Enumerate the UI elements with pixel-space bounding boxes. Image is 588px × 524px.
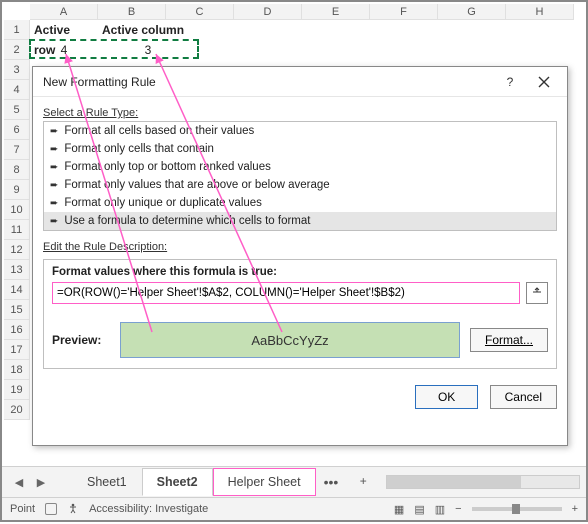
- column-header-f[interactable]: F: [370, 4, 438, 20]
- row-header-4[interactable]: 4: [4, 80, 30, 100]
- sheet-tab-bar: ◀ ▶ Sheet1 Sheet2 Helper Sheet ••• +: [2, 466, 586, 498]
- accessibility-icon: [67, 502, 79, 517]
- rule-type-item[interactable]: ➨ Use a formula to determine which cells …: [44, 212, 556, 230]
- preview-sample-box: AaBbCcYyZz: [120, 322, 460, 358]
- horizontal-scrollbar[interactable]: [386, 475, 580, 489]
- select-rule-type-label: Select a Rule Type:: [43, 107, 557, 119]
- rule-type-item[interactable]: ➨ Format only unique or duplicate values: [44, 194, 556, 212]
- rule-type-item[interactable]: ➨ Format all cells based on their values: [44, 122, 556, 140]
- tab-helper-sheet[interactable]: Helper Sheet: [213, 468, 316, 496]
- status-record-icon[interactable]: [45, 503, 57, 515]
- row-header-14[interactable]: 14: [4, 280, 30, 300]
- rule-arrow-icon: ➨: [50, 198, 58, 209]
- cell-a1[interactable]: Active row: [30, 20, 98, 40]
- rule-arrow-icon: ➨: [50, 180, 58, 191]
- rule-arrow-icon: ➨: [50, 126, 58, 137]
- preview-label: Preview:: [52, 333, 110, 347]
- help-button[interactable]: ?: [493, 70, 527, 94]
- column-header-e[interactable]: E: [302, 4, 370, 20]
- dialog-buttons: OK Cancel: [33, 377, 567, 417]
- view-pagebreak-icon[interactable]: ▥: [435, 503, 445, 516]
- zoom-slider[interactable]: [472, 507, 562, 511]
- row-header-16[interactable]: 16: [4, 320, 30, 340]
- rule-type-label: Use a formula to determine which cells t…: [64, 215, 310, 227]
- column-header-b[interactable]: B: [98, 4, 166, 20]
- row-header-20[interactable]: 20: [4, 400, 30, 420]
- dialog-titlebar: New Formatting Rule ?: [33, 67, 567, 97]
- rule-type-label: Format all cells based on their values: [64, 125, 254, 137]
- cell-b1[interactable]: Active column: [98, 20, 198, 40]
- status-accessibility[interactable]: Accessibility: Investigate: [89, 503, 208, 515]
- status-mode: Point: [10, 503, 35, 515]
- row-header-13[interactable]: 13: [4, 260, 30, 280]
- marching-ants-selection: [29, 39, 199, 59]
- row-headers: 1234567891011121314151617181920: [4, 20, 30, 420]
- row-header-15[interactable]: 15: [4, 300, 30, 320]
- row-header-18[interactable]: 18: [4, 360, 30, 380]
- rule-type-item[interactable]: ➨ Format only top or bottom ranked values: [44, 158, 556, 176]
- edit-description-box: Format values where this formula is true…: [43, 259, 557, 369]
- formula-input[interactable]: [52, 282, 520, 304]
- view-layout-icon[interactable]: ▤: [414, 503, 424, 516]
- rule-arrow-icon: ➨: [50, 144, 58, 155]
- new-formatting-rule-dialog: New Formatting Rule ? Select a Rule Type…: [32, 66, 568, 446]
- column-header-h[interactable]: H: [506, 4, 574, 20]
- rule-type-item[interactable]: ➨ Format only cells that contain: [44, 140, 556, 158]
- row-header-8[interactable]: 8: [4, 160, 30, 180]
- rule-type-item[interactable]: ➨ Format only values that are above or be…: [44, 176, 556, 194]
- zoom-in-icon[interactable]: +: [572, 503, 578, 515]
- rule-type-list[interactable]: ➨Format all cells based on their values➨…: [43, 121, 557, 231]
- column-header-c[interactable]: C: [166, 4, 234, 20]
- view-normal-icon[interactable]: ▦: [394, 503, 404, 516]
- edit-description-label: Edit the Rule Description:: [43, 241, 557, 253]
- column-header-g[interactable]: G: [438, 4, 506, 20]
- rule-arrow-icon: ➨: [50, 162, 58, 173]
- row-header-5[interactable]: 5: [4, 100, 30, 120]
- tab-nav-prev-icon[interactable]: ◀: [8, 476, 30, 489]
- row-header-11[interactable]: 11: [4, 220, 30, 240]
- row-header-1[interactable]: 1: [4, 20, 30, 40]
- tab-nav-next-icon[interactable]: ▶: [30, 476, 52, 489]
- tab-sheet1[interactable]: Sheet1: [72, 468, 142, 496]
- close-button[interactable]: [527, 70, 561, 94]
- format-button[interactable]: Format...: [470, 328, 548, 352]
- collapse-dialog-button[interactable]: [526, 282, 548, 304]
- row-header-17[interactable]: 17: [4, 340, 30, 360]
- row-header-7[interactable]: 7: [4, 140, 30, 160]
- zoom-out-icon[interactable]: −: [455, 503, 461, 515]
- rule-type-label: Format only top or bottom ranked values: [64, 161, 270, 173]
- rule-type-label: Format only cells that contain: [64, 143, 214, 155]
- new-sheet-button[interactable]: +: [352, 471, 374, 493]
- row-header-3[interactable]: 3: [4, 60, 30, 80]
- cancel-button[interactable]: Cancel: [490, 385, 557, 409]
- column-headers: ABCDEFGH: [30, 4, 574, 20]
- row-header-9[interactable]: 9: [4, 180, 30, 200]
- tab-more[interactable]: •••: [316, 470, 347, 494]
- dialog-title: New Formatting Rule: [43, 75, 156, 89]
- row-header-12[interactable]: 12: [4, 240, 30, 260]
- row-header-6[interactable]: 6: [4, 120, 30, 140]
- row-header-19[interactable]: 19: [4, 380, 30, 400]
- tab-sheet2[interactable]: Sheet2: [142, 468, 213, 496]
- rule-type-label: Format only values that are above or bel…: [64, 179, 329, 191]
- column-header-a[interactable]: A: [30, 4, 98, 20]
- row-header-2[interactable]: 2: [4, 40, 30, 60]
- column-header-d[interactable]: D: [234, 4, 302, 20]
- row-header-10[interactable]: 10: [4, 200, 30, 220]
- ok-button[interactable]: OK: [415, 385, 478, 409]
- rule-type-label: Format only unique or duplicate values: [64, 197, 262, 209]
- rule-arrow-icon: ➨: [50, 216, 58, 227]
- formula-label: Format values where this formula is true…: [52, 266, 548, 278]
- status-bar: Point Accessibility: Investigate ▦ ▤ ▥ −…: [2, 498, 586, 520]
